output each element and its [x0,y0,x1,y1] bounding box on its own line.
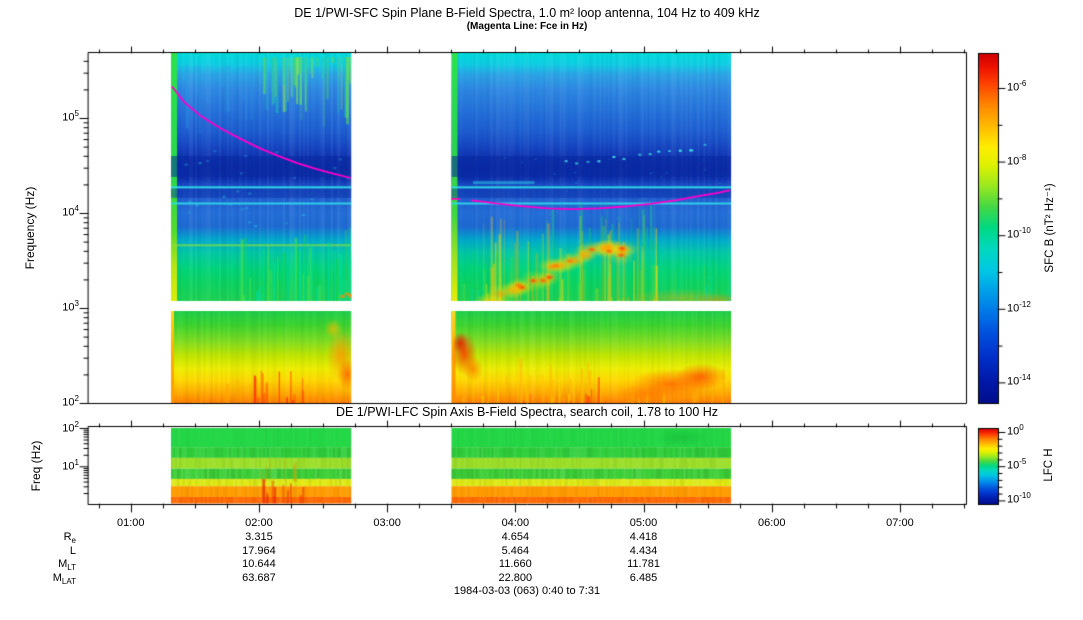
ephemeris-value: 63.687 [242,571,276,584]
sfc-y-tick-label: 104 [62,204,79,219]
ephemeris-value: 10.644 [242,558,276,570]
ephemeris-value: 22.800 [498,571,533,584]
fce-line-subtitle: (Magenta Line: Fce in Hz) [466,21,588,32]
x-axis-tick-label: 03:00 [373,517,401,529]
lfc-colorbar-tick-label: 100 [1007,423,1024,438]
x-axis-tick-label: 06:00 [757,517,786,529]
lfc-y-tick-label: 101 [62,458,79,473]
x-axis-tick-label: 05:00 [629,517,658,529]
ephemeris-value: 17.964 [242,544,276,557]
x-axis-tick-label: 07:00 [886,517,914,529]
x-axis-tick-label: 01:00 [116,517,145,529]
sfc-y-tick-label: 103 [62,299,79,314]
ephemeris-value: 4.654 [501,531,530,543]
ephemeris-row-label: Re [63,531,76,546]
lfc-y-tick-label: 102 [62,420,79,435]
ephemeris-value: 11.660 [498,558,532,570]
ephemeris-row-label: L [69,544,76,557]
ephemeris-value: 6.485 [629,571,658,584]
sfc-colorbar-tick-label: 10-12 [1007,299,1031,315]
sfc-y-axis-label: Frequency (Hz) [23,186,37,270]
ephemeris-value: 4.418 [629,531,658,543]
sfc-y-tick-label: 105 [62,109,79,124]
sfc-panel-title: DE 1/PWI-SFC Spin Plane B-Field Spectra,… [294,6,760,20]
x-axis-tick-label: 04:00 [501,517,530,529]
ephemeris-row-label: MLT [58,558,76,573]
sfc-colorbar-tick-label: 10-6 [1007,79,1027,94]
ephemeris-value: 11.781 [627,558,660,570]
ephemeris-row-label: MLAT [52,571,76,586]
sfc-colorbar-tick-label: 10-14 [1007,373,1031,389]
ephemeris-value: 5.464 [501,544,530,557]
ephemeris-value: 3.315 [245,531,273,543]
footer-date-range: 1984-03-03 (063) 0:40 to 7:31 [453,585,601,597]
lfc-panel-title: DE 1/PWI-LFC Spin Axis B-Field Spectra, … [335,405,719,419]
ephemeris-value: 4.434 [629,544,658,557]
lfc-y-axis-label: Freq (Hz) [29,440,43,492]
lfc-colorbar-tick-label: 10-10 [1007,491,1031,507]
sfc-y-tick-label: 102 [62,394,79,409]
x-axis-tick-label: 02:00 [245,517,273,529]
lfc-colorbar-tick-label: 10-5 [1007,457,1027,472]
sfc-colorbar-tick-label: 10-8 [1007,152,1027,168]
sfc-colorbar-tick-label: 10-10 [1007,226,1031,241]
